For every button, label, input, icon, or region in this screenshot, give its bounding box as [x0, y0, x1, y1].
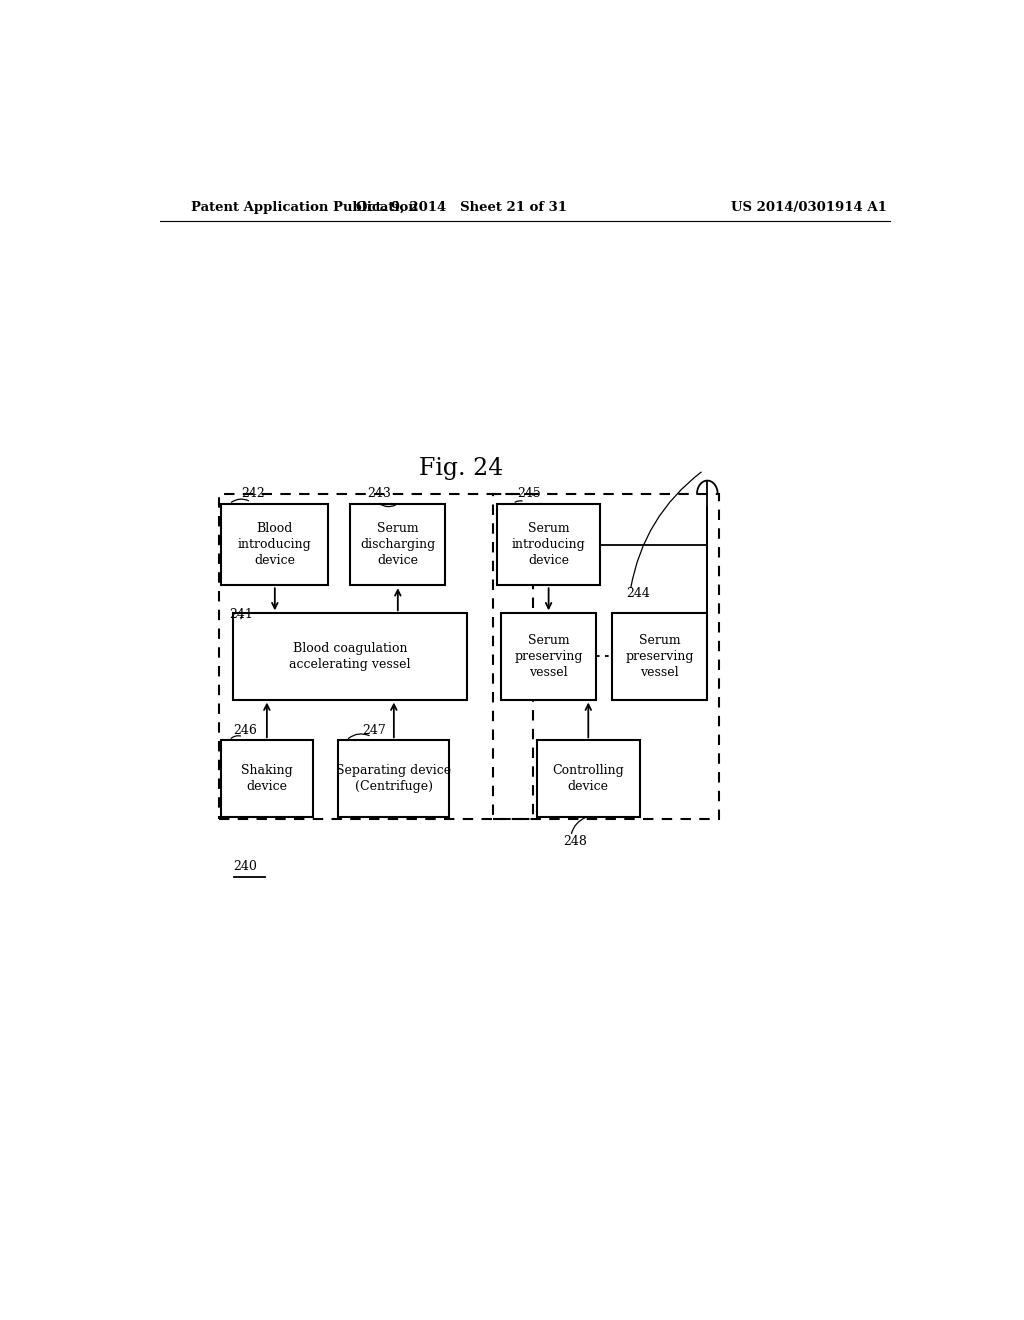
Text: Controlling
device: Controlling device — [552, 764, 625, 793]
Text: 245: 245 — [517, 487, 541, 500]
Text: Patent Application Publication: Patent Application Publication — [191, 201, 418, 214]
Text: 242: 242 — [242, 487, 265, 500]
Bar — [537, 741, 640, 817]
Bar — [501, 614, 596, 700]
Text: 246: 246 — [233, 725, 257, 737]
Text: Serum
introducing
device: Serum introducing device — [512, 523, 586, 568]
Text: Serum
preserving
vessel: Serum preserving vessel — [626, 634, 694, 678]
Text: 244: 244 — [627, 587, 650, 599]
Bar — [221, 741, 312, 817]
Bar — [338, 741, 450, 817]
Text: US 2014/0301914 A1: US 2014/0301914 A1 — [731, 201, 887, 214]
Text: Separating device
(Centrifuge): Separating device (Centrifuge) — [336, 764, 452, 793]
Bar — [233, 614, 467, 700]
Text: 241: 241 — [229, 609, 254, 622]
Bar — [350, 504, 445, 585]
Text: Blood coagulation
accelerating vessel: Blood coagulation accelerating vessel — [290, 642, 411, 671]
Text: 248: 248 — [563, 836, 587, 847]
Text: Oct. 9, 2014   Sheet 21 of 31: Oct. 9, 2014 Sheet 21 of 31 — [355, 201, 567, 214]
Text: Fig. 24: Fig. 24 — [419, 457, 504, 480]
Text: 247: 247 — [362, 725, 386, 737]
Bar — [612, 614, 708, 700]
Bar — [497, 504, 600, 585]
Text: 240: 240 — [233, 861, 257, 874]
Bar — [219, 494, 532, 818]
Bar — [221, 504, 329, 585]
Text: Serum
discharging
device: Serum discharging device — [360, 523, 435, 568]
Text: Shaking
device: Shaking device — [241, 764, 293, 793]
Text: Serum
preserving
vessel: Serum preserving vessel — [514, 634, 583, 678]
Bar — [494, 494, 719, 818]
Text: 243: 243 — [368, 487, 391, 500]
Text: Blood
introducing
device: Blood introducing device — [238, 523, 311, 568]
